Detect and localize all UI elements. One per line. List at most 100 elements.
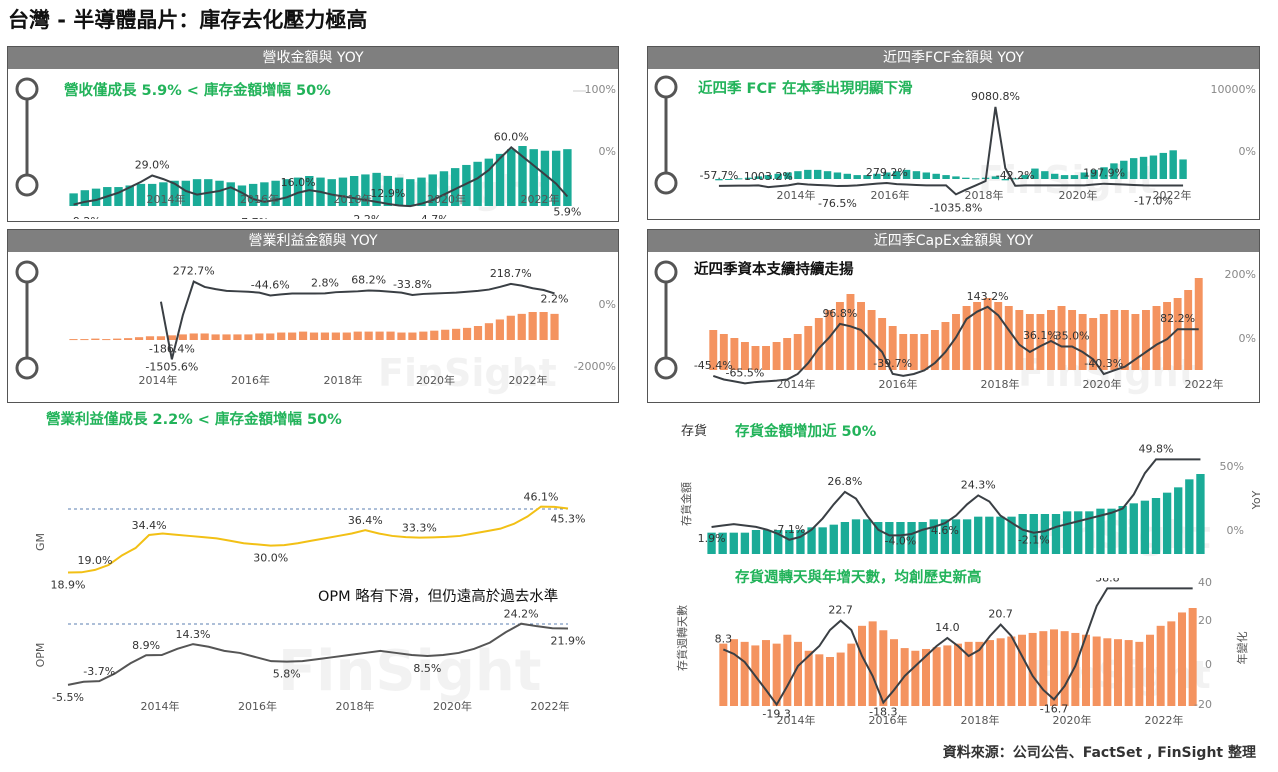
- bar: [200, 333, 209, 340]
- data-label: 30.0%: [253, 552, 288, 565]
- data-label: -4.0%: [884, 534, 916, 547]
- bar: [974, 516, 983, 554]
- bar: [912, 171, 921, 179]
- data-label: -33.8%: [393, 278, 432, 291]
- bar: [1159, 152, 1168, 179]
- capex-panel-title: 近四季CapEx金額與 YOY: [648, 230, 1259, 252]
- bar: [902, 169, 911, 179]
- bar: [1018, 634, 1026, 706]
- x-tick-label: 2018年: [334, 192, 373, 206]
- yoy-line: [722, 587, 1193, 707]
- bar: [835, 302, 844, 370]
- bar: [985, 516, 994, 554]
- bar: [397, 332, 406, 340]
- bar: [1011, 178, 1019, 180]
- bar: [734, 178, 743, 180]
- fcf-slider[interactable]: [652, 75, 680, 195]
- yoy-line: [712, 305, 1199, 385]
- data-label: 16.0%: [281, 176, 316, 189]
- bar: [826, 657, 834, 706]
- x-tick-label: 2022年: [1153, 188, 1192, 202]
- days-chart: FinSight8.3-19.322.7-18.314.020.7-16.738…: [675, 578, 1249, 727]
- bar: [320, 332, 330, 340]
- bar: [878, 318, 887, 370]
- bar: [1162, 492, 1172, 554]
- x-tick-label: 2018年: [324, 373, 363, 387]
- x-tick-label: 2014年: [139, 373, 178, 387]
- bar: [1051, 514, 1061, 554]
- data-label: 1003.2%: [744, 170, 793, 183]
- bar: [941, 322, 950, 370]
- bar: [124, 338, 133, 340]
- bar: [550, 313, 559, 340]
- bar: [1021, 175, 1029, 179]
- data-label: -39.7%: [873, 357, 912, 370]
- x-tick-label: 2016年: [871, 188, 910, 202]
- x-tick-label: 2014年: [777, 188, 816, 202]
- x-tick-label: 2022年: [1185, 377, 1224, 391]
- bar: [774, 530, 783, 554]
- bar: [506, 315, 515, 340]
- revenue-panel: 營收金額與 YOY 營收僅成長 5.9% < 庫存金額增幅 50% FinSig…: [7, 46, 619, 222]
- bar: [793, 334, 802, 370]
- bar: [528, 312, 537, 340]
- series-line: [67, 622, 569, 686]
- bar: [102, 339, 111, 341]
- bar: [181, 180, 191, 206]
- bar: [774, 173, 782, 179]
- bar: [890, 639, 898, 706]
- bar: [942, 175, 950, 179]
- bar: [1140, 500, 1150, 554]
- bar: [794, 641, 802, 706]
- op-panel: 營業利益金額與 YOY FinSight -186.4% -1505.6% 272.7…: [7, 229, 619, 403]
- op-slider[interactable]: [13, 260, 41, 380]
- bar: [879, 630, 888, 706]
- bar: [1001, 179, 1010, 181]
- bar: [211, 334, 220, 340]
- yoy-line: [718, 106, 1184, 196]
- bar: [962, 177, 970, 179]
- bar: [922, 172, 931, 179]
- bar: [1167, 621, 1176, 706]
- bar: [1196, 474, 1205, 554]
- x-tick-label: 2016年: [238, 699, 277, 713]
- bar: [772, 643, 781, 706]
- bar: [1015, 310, 1024, 370]
- data-label: 19.0%: [78, 554, 113, 567]
- bar: [991, 176, 1000, 179]
- bar: [899, 334, 908, 370]
- data-label: 82.2%: [1160, 312, 1195, 325]
- bar: [1174, 487, 1183, 554]
- margins-callout: OPM 略有下滑，但仍遠高於過去水準: [318, 589, 559, 605]
- bar: [1118, 506, 1127, 554]
- bar: [883, 172, 891, 179]
- capex-slider[interactable]: [652, 260, 680, 380]
- bar: [833, 172, 842, 179]
- bar: [719, 334, 728, 370]
- op-chart: FinSight -186.4% -1505.6% 272.7% -44.6% 2.8% 6…: [69, 265, 616, 395]
- bar: [170, 180, 179, 206]
- bar: [853, 175, 861, 179]
- y-right-tick-label: 0%: [599, 145, 616, 158]
- bar: [730, 338, 739, 370]
- data-label: -1505.6%: [145, 360, 198, 373]
- bar: [1085, 511, 1094, 554]
- bar: [331, 332, 340, 340]
- bar: [868, 621, 877, 706]
- bar: [1107, 508, 1116, 554]
- inventory-chart: FinSight1.9%-7.1%26.8%-4.0%4.6%24.3%-2.1…: [679, 442, 1263, 557]
- data-label: 96.8%: [822, 307, 857, 320]
- bar: [1178, 612, 1186, 706]
- data-label: 279.2%: [866, 166, 908, 179]
- data-label: -44.6%: [251, 278, 290, 291]
- bar: [563, 149, 572, 206]
- bar: [962, 519, 972, 554]
- x-tick-label: 2016年: [879, 377, 918, 391]
- bar: [145, 336, 155, 340]
- revenue-slider[interactable]: [13, 77, 41, 197]
- x-tick-label: 2016年: [869, 713, 908, 727]
- capex-panel: 近四季CapEx金額與 YOY 近四季資本支續持續走揚 FinSight -45.…: [647, 229, 1260, 403]
- bar: [1114, 639, 1122, 706]
- bar: [1146, 634, 1154, 706]
- watermark-text: FinSight: [278, 639, 542, 704]
